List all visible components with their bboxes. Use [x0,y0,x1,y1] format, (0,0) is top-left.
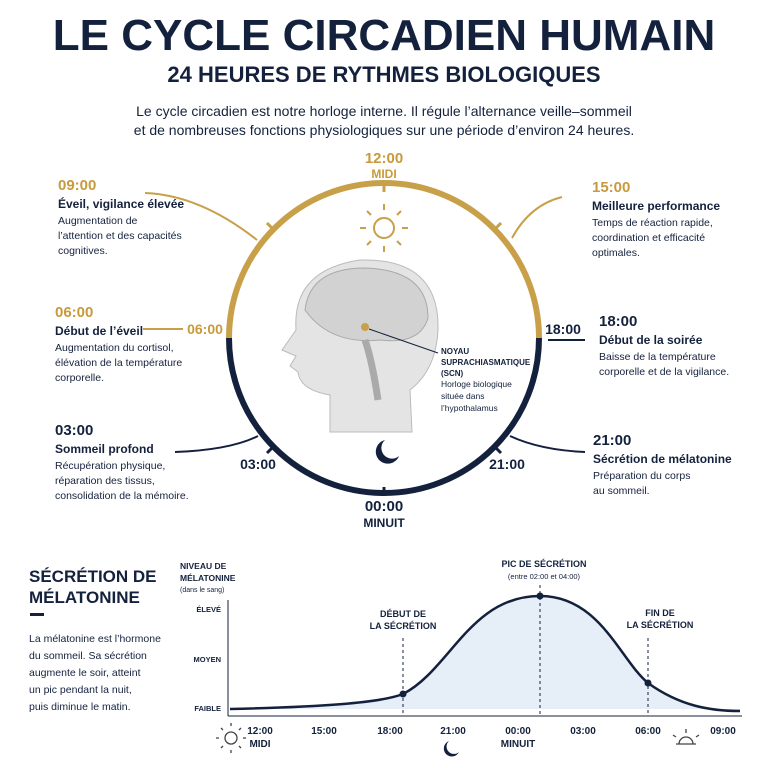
section-text: La mélatonine est l’hormone [29,633,161,645]
phase-text: Temps de réaction rapide, [592,217,713,229]
phase-time: 18:00 [599,313,637,330]
scn-text: l’hypothalamus [441,403,498,413]
annotation: LA SÉCRÉTION [627,620,694,630]
scn-name: (SCN) [441,369,464,378]
phase-text: Préparation du corps [593,470,690,482]
axis-title: NIVEAU DE [180,561,227,571]
phase-text: Augmentation de [58,215,138,227]
phase-title: Meilleure performance [592,199,720,213]
clock-label: MIDI [371,167,396,181]
dash [30,613,44,616]
x-label: 12:00 [247,726,273,737]
axis-note: (dans le sang) [180,587,224,594]
section-text: augmente le soir, atteint [29,667,141,679]
phase-title: Éveil, vigilance élevée [58,196,184,211]
head-illustration [281,259,439,433]
phase-time: 09:00 [58,177,96,194]
sun-icon [360,204,408,252]
phase-text: l’attention et des capacités [58,230,182,242]
phase-text: corporelle. [55,372,104,384]
section-title: SÉCRÉTION DE [29,567,157,586]
annotation-note: (entre 02:00 et 04:00) [508,572,581,581]
phase-text: coordination et efficacité [592,232,705,244]
clock-label: MINUIT [363,516,405,530]
phase-time: 21:00 [593,432,631,449]
clock-label: 21:00 [489,456,525,472]
clock-ticks-day [265,183,503,231]
clock-label: 06:00 [187,321,223,337]
phase-text: Récupération physique, [55,460,165,472]
scn-name: NOYAU [441,347,469,356]
scn-name: SUPRACHIASMATIQUE [441,358,531,367]
title: LE CYCLE CIRCADIEN HUMAIN [53,11,715,60]
phase-time: 15:00 [592,179,630,196]
phase-text: consolidation de la mémoire. [55,490,189,502]
axis-title: MÉLATONINE [180,573,236,583]
y-level: ÉLEVÉ [196,605,221,614]
section-text: puis diminue le matin. [29,701,131,713]
annotation: LA SÉCRÉTION [370,621,437,631]
x-label: 15:00 [311,726,337,737]
chart-icons [216,723,700,753]
intro: Le cycle circadien est notre horloge int… [136,103,632,119]
annotation: FIN DE [645,608,675,618]
clock-label: 12:00 [365,150,403,167]
moon-icon-small [443,741,459,757]
x-label: 00:00 [505,726,531,737]
phase-text: élévation de la température [55,357,182,369]
phase-time: 03:00 [55,422,93,439]
x-sublabel: MIDI [249,739,270,750]
chart-axes [227,600,742,717]
phase-title: Sommeil profond [55,442,154,456]
phase-title: Sécrétion de mélatonine [593,452,732,466]
section-text: un pic pendant la nuit, [29,684,132,696]
phase-text: Baisse de la température [599,351,716,363]
x-label: 06:00 [635,726,661,737]
moon-icon [375,440,399,464]
y-level: FAIBLE [194,704,221,713]
x-label: 21:00 [440,726,466,737]
intro: et de nombreuses fonctions physiologique… [134,122,634,138]
scn-text: Horloge biologique [441,379,512,389]
curve-area [230,596,740,711]
annotation: PIC DE SÉCRÉTION [501,559,586,569]
x-sublabel: MINUIT [501,739,535,750]
phase-text: Augmentation du cortisol, [55,342,173,354]
phase-time: 06:00 [55,304,93,321]
clock-ticks [265,445,503,495]
curve-points [399,592,652,698]
subtitle: 24 HEURES DE RYTHMES BIOLOGIQUES [167,62,600,87]
guide-lines [402,585,649,715]
section-text: du sommeil. Sa sécrétion [29,650,147,662]
x-label: 09:00 [710,726,736,737]
clock-label: 03:00 [240,456,276,472]
clock-label: 00:00 [365,498,403,515]
phase-text: optimales. [592,247,640,259]
connectors [143,192,586,453]
phase-text: cognitives. [58,245,108,257]
clock-label: 18:00 [545,321,581,337]
scn-text: située dans [441,391,484,401]
phase-text: réparation des tissus, [55,475,155,487]
x-label: 03:00 [570,726,596,737]
melatonin-curve [229,594,741,713]
annotation: DÉBUT DE [380,609,426,619]
phase-text: corporelle et de la vigilance. [599,366,729,378]
y-level: MOYEN [193,655,221,664]
phase-title: Début de l’éveil [55,324,143,338]
x-label: 18:00 [377,726,403,737]
section-title: MÉLATONINE [29,588,140,607]
phase-title: Début de la soirée [599,333,703,347]
phase-text: au sommeil. [593,485,650,497]
